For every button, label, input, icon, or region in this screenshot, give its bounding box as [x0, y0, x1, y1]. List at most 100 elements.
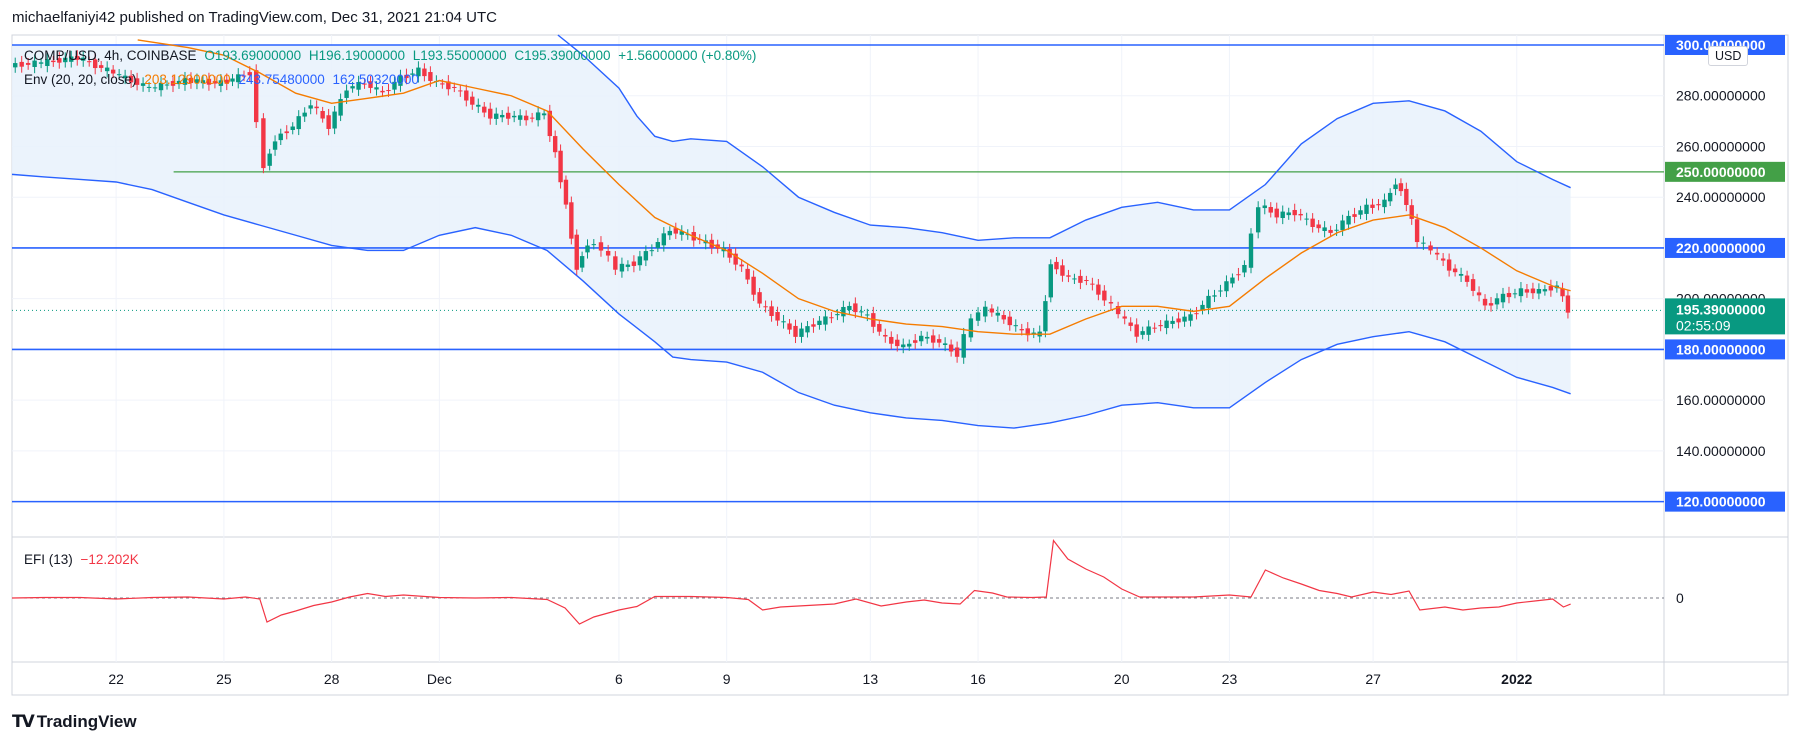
- candle-body: [236, 74, 241, 83]
- legend-env-upper: 243.75480000: [238, 72, 325, 87]
- candle-body: [983, 306, 988, 317]
- time-tick-label: 28: [324, 671, 340, 687]
- candle-body: [1128, 322, 1133, 326]
- candle-body: [134, 78, 140, 85]
- candle-body: [558, 150, 563, 183]
- candle-body: [500, 114, 505, 118]
- candle-body: [1122, 316, 1127, 319]
- candle-body: [1242, 264, 1247, 273]
- currency-badge[interactable]: USD: [1708, 46, 1749, 66]
- legend-main: COMP/USD, 4h, COINBASE O193.69000000 H19…: [24, 48, 760, 63]
- level-price-label-bg: [1665, 35, 1785, 55]
- candle-body: [75, 55, 80, 60]
- candle-body: [817, 320, 822, 325]
- candle-body: [1476, 292, 1482, 296]
- candle-body: [591, 244, 596, 246]
- legend-envelope: Env (20, 20, close) 203.12900000 243.754…: [24, 72, 423, 87]
- candle-body: [1382, 199, 1387, 208]
- candle-body: [1346, 215, 1351, 225]
- candle-body: [51, 60, 56, 63]
- candle-body: [942, 343, 948, 345]
- envelope-band-fill: [12, 45, 1571, 429]
- candle-body: [613, 256, 618, 270]
- level-price-label-bg: [1665, 491, 1785, 512]
- last-price-label: 195.39000000: [1676, 301, 1766, 317]
- candle-body: [170, 81, 176, 86]
- candle-body: [569, 202, 574, 239]
- candle-body: [422, 68, 427, 77]
- candle-body: [1115, 306, 1121, 315]
- candle-body: [511, 115, 517, 118]
- candle-body: [290, 126, 295, 130]
- candle-body: [92, 59, 98, 69]
- candle-body: [182, 78, 188, 85]
- candle-body: [1043, 301, 1048, 332]
- candle-body: [1255, 207, 1261, 233]
- candle-body: [241, 75, 247, 77]
- candle-body: [1488, 303, 1494, 306]
- legend-low: L193.55000000: [412, 48, 507, 63]
- candle-body: [230, 78, 235, 82]
- candle-body: [541, 113, 547, 116]
- candle-body: [1194, 313, 1199, 315]
- candle-body: [1066, 275, 1071, 277]
- tradingview-logo[interactable]: 𝗧𝗩 TradingView: [12, 712, 137, 732]
- candle-body: [1280, 211, 1285, 219]
- tradingview-logo-icon: 𝗧𝗩: [12, 712, 35, 731]
- candle-body: [529, 117, 535, 119]
- candle-body: [1170, 320, 1175, 324]
- candle-body: [146, 86, 152, 88]
- candle-body: [19, 61, 24, 67]
- candle-body: [1404, 188, 1409, 205]
- candle-body: [1524, 289, 1530, 293]
- candle-body: [889, 336, 894, 344]
- candle-body: [278, 133, 283, 141]
- candle-body: [247, 72, 252, 76]
- candle-body: [1248, 233, 1254, 268]
- candle-body: [811, 324, 816, 327]
- candle-body: [574, 234, 579, 270]
- efi-line: [11, 538, 1571, 625]
- candle-body: [1298, 213, 1303, 216]
- candle-body: [547, 110, 552, 137]
- candle-body: [1078, 275, 1083, 283]
- candle-body: [140, 83, 146, 86]
- candle-body: [793, 325, 798, 337]
- candle-body: [25, 62, 31, 65]
- candle-body: [727, 248, 732, 258]
- candle-body: [69, 56, 74, 62]
- candle-body: [1007, 316, 1012, 326]
- candle-body: [1512, 293, 1518, 295]
- time-tick-label: 22: [108, 671, 124, 687]
- candle-body: [338, 99, 343, 116]
- candle-body: [1054, 261, 1059, 270]
- envelope-lower-line: [11, 173, 1571, 429]
- candle-body: [865, 314, 870, 316]
- candle-body: [1182, 316, 1187, 322]
- candle-body: [1446, 259, 1452, 271]
- price-tick-label: 240.00000000: [1676, 189, 1766, 205]
- envelope-upper-line: [557, 34, 1571, 242]
- legend-env-label[interactable]: Env (20, 20, close): [24, 72, 137, 87]
- candle-body: [368, 81, 373, 88]
- candle-body: [356, 82, 361, 90]
- candles-group: [13, 50, 1571, 364]
- candle-body: [643, 251, 649, 261]
- level-price-label: 180.00000000: [1676, 341, 1766, 357]
- candle-body: [1108, 302, 1114, 304]
- candle-body: [392, 81, 397, 90]
- candle-body: [769, 306, 774, 316]
- candle-body: [918, 335, 924, 342]
- candle-body: [847, 305, 852, 311]
- candle-body: [1398, 183, 1404, 192]
- candle-body: [745, 268, 750, 280]
- candle-body: [254, 70, 259, 123]
- candle-body: [1200, 304, 1205, 311]
- legend-symbol[interactable]: COMP/USD, 4h, COINBASE: [24, 48, 197, 63]
- legend-efi-label[interactable]: EFI (13): [24, 552, 73, 567]
- candle-body: [13, 63, 18, 68]
- candle-body: [853, 303, 858, 313]
- candle-body: [757, 292, 762, 304]
- candle-body: [1146, 326, 1151, 335]
